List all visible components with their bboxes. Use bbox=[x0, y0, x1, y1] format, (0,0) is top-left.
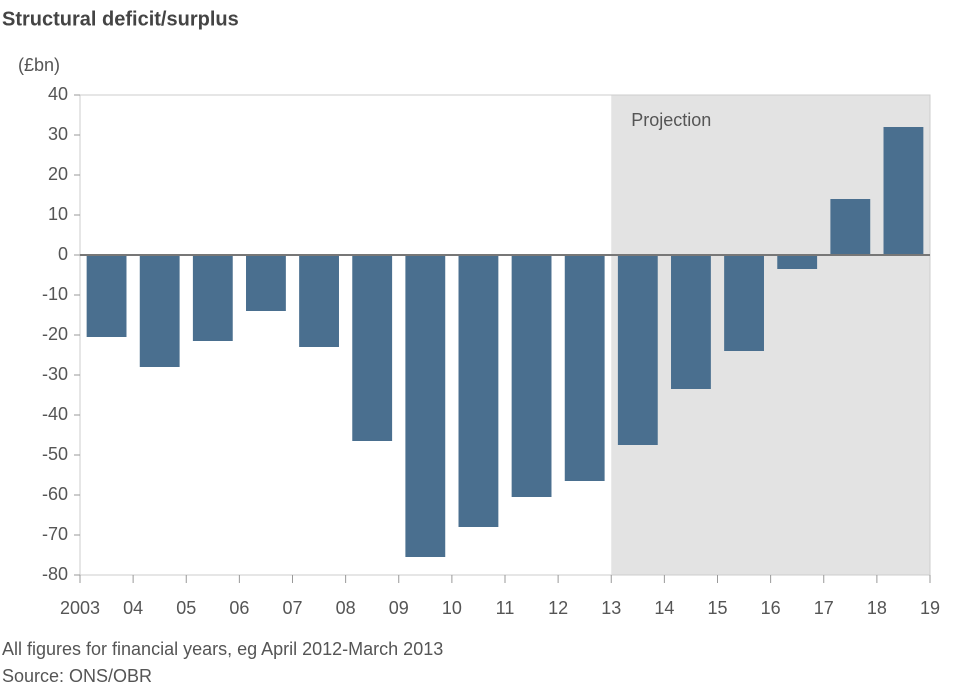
y-tick-label: -20 bbox=[42, 324, 68, 344]
x-tick-label: 04 bbox=[123, 598, 143, 618]
bar bbox=[564, 255, 605, 481]
footnote: All figures for financial years, eg Apri… bbox=[2, 639, 443, 659]
bar bbox=[883, 127, 924, 255]
y-tick-label: 20 bbox=[48, 164, 68, 184]
bar bbox=[830, 199, 871, 255]
y-tick-label: 30 bbox=[48, 124, 68, 144]
bar bbox=[139, 255, 180, 367]
x-tick-label: 13 bbox=[601, 598, 621, 618]
y-tick-label: -40 bbox=[42, 404, 68, 424]
bar bbox=[299, 255, 339, 347]
bar bbox=[777, 255, 818, 269]
x-tick-label: 16 bbox=[761, 598, 781, 618]
y-tick-label: -50 bbox=[42, 444, 68, 464]
x-tick-label: 19 bbox=[920, 598, 940, 618]
bar bbox=[192, 255, 233, 341]
footnote: Source: ONS/OBR bbox=[2, 666, 152, 686]
x-tick-label: 08 bbox=[336, 598, 356, 618]
x-tick-label: 2003 bbox=[60, 598, 100, 618]
bar bbox=[405, 255, 446, 557]
x-tick-label: 14 bbox=[654, 598, 674, 618]
y-axis-label: (£bn) bbox=[18, 55, 60, 75]
x-tick-label: 07 bbox=[282, 598, 302, 618]
bar bbox=[458, 255, 499, 527]
x-tick-label: 15 bbox=[707, 598, 727, 618]
chart-title: Structural deficit/surplus bbox=[2, 8, 239, 30]
y-tick-label: -30 bbox=[42, 364, 68, 384]
y-tick-label: 0 bbox=[58, 244, 68, 264]
projection-region bbox=[611, 95, 930, 575]
x-tick-label: 17 bbox=[814, 598, 834, 618]
x-tick-label: 09 bbox=[389, 598, 409, 618]
x-tick-label: 12 bbox=[548, 598, 568, 618]
y-tick-label: -60 bbox=[42, 484, 68, 504]
x-tick-label: 11 bbox=[496, 598, 515, 618]
y-tick-label: -70 bbox=[42, 524, 68, 544]
y-tick-label: -10 bbox=[42, 284, 68, 304]
bar bbox=[86, 255, 127, 337]
y-tick-label: -80 bbox=[42, 564, 68, 584]
bar bbox=[246, 255, 286, 311]
bar bbox=[671, 255, 711, 389]
bar bbox=[352, 255, 393, 441]
bar bbox=[617, 255, 658, 445]
x-tick-label: 18 bbox=[867, 598, 887, 618]
bar bbox=[511, 255, 552, 497]
y-tick-label: 40 bbox=[48, 84, 68, 104]
y-tick-label: 10 bbox=[48, 204, 68, 224]
x-tick-label: 05 bbox=[176, 598, 196, 618]
x-tick-label: 10 bbox=[442, 598, 462, 618]
projection-label: Projection bbox=[631, 110, 711, 130]
x-tick-label: 06 bbox=[229, 598, 249, 618]
bar bbox=[724, 255, 764, 351]
